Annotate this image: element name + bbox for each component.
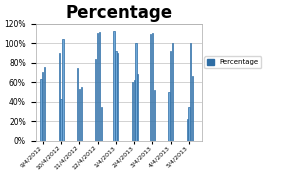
Bar [79, 89, 80, 141]
Bar [40, 79, 42, 141]
Bar [190, 43, 191, 141]
Bar [59, 53, 60, 141]
Bar [77, 68, 78, 141]
Bar [62, 39, 63, 141]
Bar [115, 51, 117, 141]
Bar [192, 76, 193, 141]
Title: Percentage: Percentage [65, 4, 172, 22]
Bar [170, 51, 171, 141]
Bar [99, 33, 100, 141]
Bar [150, 34, 151, 141]
Bar [172, 43, 173, 141]
Bar [137, 74, 138, 141]
Bar [188, 107, 190, 141]
Legend: Percentage: Percentage [204, 56, 261, 68]
Bar [152, 33, 153, 141]
Bar [187, 119, 188, 141]
Bar [95, 59, 96, 141]
Bar [44, 66, 45, 141]
Bar [97, 33, 98, 141]
Bar [101, 107, 102, 141]
Bar [117, 53, 118, 141]
Bar [113, 31, 115, 141]
Bar [81, 87, 82, 141]
Bar [42, 72, 43, 141]
Bar [135, 43, 137, 141]
Bar [132, 82, 133, 141]
Bar [168, 92, 170, 141]
Bar [61, 99, 62, 141]
Bar [154, 90, 155, 141]
Bar [133, 80, 135, 141]
